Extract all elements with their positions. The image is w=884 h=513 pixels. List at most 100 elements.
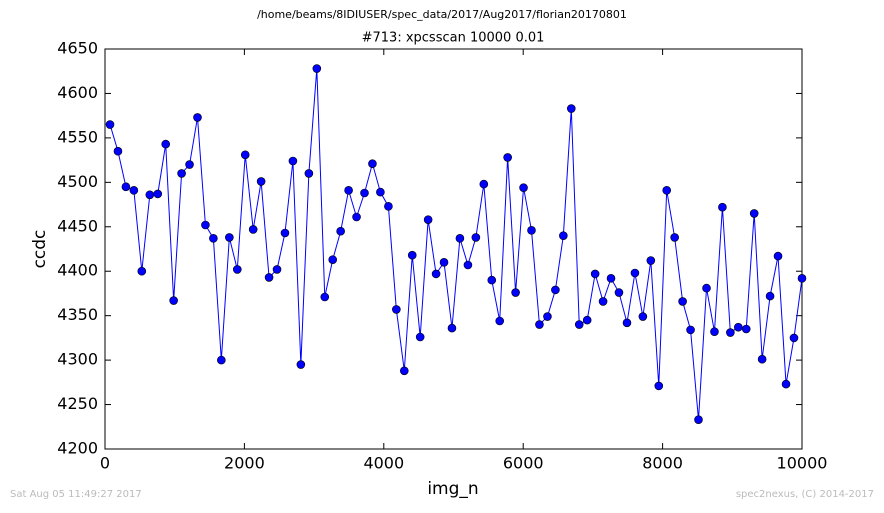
marker xyxy=(304,169,314,178)
marker xyxy=(797,274,807,283)
y-tick-label: 4600 xyxy=(57,83,98,102)
x-tick-label: 10000 xyxy=(777,454,828,473)
marker xyxy=(678,297,687,306)
marker xyxy=(455,234,465,243)
plot-frame xyxy=(104,48,803,450)
marker xyxy=(741,324,751,334)
marker xyxy=(248,225,258,234)
marker xyxy=(153,189,163,199)
marker xyxy=(336,226,345,236)
marker xyxy=(423,215,433,224)
marker xyxy=(646,256,656,265)
marker xyxy=(121,182,131,192)
marker xyxy=(137,266,147,276)
marker xyxy=(368,159,377,168)
marker xyxy=(392,305,401,314)
marker xyxy=(606,274,616,283)
marker xyxy=(773,251,783,261)
marker xyxy=(614,288,624,297)
marker xyxy=(352,212,361,222)
marker xyxy=(193,113,202,122)
marker xyxy=(495,316,505,326)
y-tick-label: 4400 xyxy=(57,261,98,280)
x-tick-label: 2000 xyxy=(224,454,265,473)
marker xyxy=(535,320,544,329)
marker xyxy=(280,228,290,238)
marker xyxy=(177,169,186,178)
marker xyxy=(559,231,568,240)
marker xyxy=(384,202,393,211)
marker xyxy=(344,186,353,195)
marker xyxy=(256,177,266,186)
marker xyxy=(733,322,743,332)
y-tick-label: 4350 xyxy=(57,305,98,324)
marker xyxy=(638,312,648,321)
marker xyxy=(702,283,711,293)
marker xyxy=(105,120,115,129)
marker xyxy=(574,320,584,329)
x-tick-label: 0 xyxy=(100,454,110,473)
marker xyxy=(320,292,330,302)
marker xyxy=(288,156,298,166)
marker xyxy=(471,233,481,242)
marker xyxy=(225,233,234,242)
marker xyxy=(161,139,171,149)
y-tick-label: 4500 xyxy=(57,172,98,191)
y-tick-label: 4200 xyxy=(57,439,98,458)
y-tick-label: 4550 xyxy=(57,127,98,146)
marker xyxy=(527,226,536,235)
marker xyxy=(328,255,338,264)
marker xyxy=(201,220,210,230)
marker xyxy=(431,269,441,279)
marker xyxy=(543,312,552,321)
marker xyxy=(415,332,425,342)
marker xyxy=(264,273,274,282)
marker xyxy=(272,265,282,274)
marker xyxy=(519,183,528,192)
marker xyxy=(622,318,632,328)
marker xyxy=(169,296,178,305)
marker xyxy=(670,233,679,242)
y-tick-label: 4300 xyxy=(57,350,98,369)
marker xyxy=(360,188,369,198)
marker xyxy=(296,360,306,369)
marker xyxy=(662,186,672,195)
marker xyxy=(781,379,791,389)
marker xyxy=(718,202,727,212)
marker xyxy=(765,291,775,301)
credit: spec2nexus, (C) 2014-2017 xyxy=(736,489,874,500)
y-tick-label: 4450 xyxy=(57,216,98,235)
marker xyxy=(566,104,576,113)
marker xyxy=(487,275,497,285)
marker xyxy=(240,150,250,160)
marker xyxy=(654,381,664,391)
marker xyxy=(399,366,409,376)
suptitle: /home/beams/8IDIUSER/spec_data/2017/Aug2… xyxy=(257,8,627,21)
marker xyxy=(217,355,226,365)
marker xyxy=(630,268,640,278)
marker xyxy=(694,415,703,424)
marker xyxy=(232,265,242,274)
marker xyxy=(129,186,139,195)
x-tick-label: 8000 xyxy=(642,454,683,473)
y-tick-label: 4250 xyxy=(57,394,98,413)
x-tick-label: 6000 xyxy=(503,454,544,473)
marker xyxy=(503,153,512,162)
marker xyxy=(749,209,759,218)
y-axis-label: ccdc xyxy=(30,230,50,269)
chart-title: #713: xpcsscan 10000 0.01 xyxy=(362,31,545,46)
marker xyxy=(710,327,719,336)
y-tick-label: 4650 xyxy=(57,39,98,58)
x-axis-label: img_n xyxy=(427,479,478,499)
timestamp: Sat Aug 05 11:49:27 2017 xyxy=(10,489,142,500)
marker xyxy=(757,354,767,364)
x-tick-label: 4000 xyxy=(363,454,404,473)
marker xyxy=(686,325,695,335)
marker xyxy=(590,269,600,279)
marker xyxy=(511,288,520,297)
marker xyxy=(113,146,123,156)
marker xyxy=(551,285,560,295)
marker xyxy=(312,64,322,73)
marker xyxy=(185,160,194,169)
marker xyxy=(145,190,155,200)
